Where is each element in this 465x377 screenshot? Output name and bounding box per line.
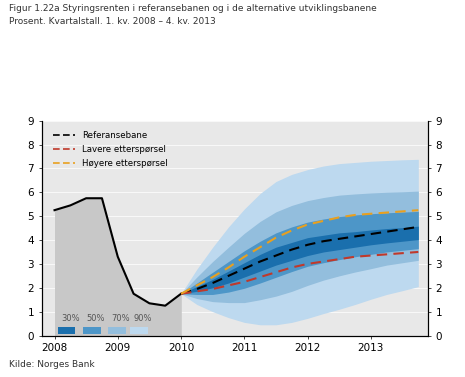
Text: Prosent. Kvartalstall. 1. kv. 2008 – 4. kv. 2013: Prosent. Kvartalstall. 1. kv. 2008 – 4. … [9,17,216,26]
Text: 50%: 50% [86,314,105,323]
FancyBboxPatch shape [108,327,126,334]
Text: 30%: 30% [61,314,80,323]
Legend: Referansebane, Lavere etterspørsel, Høyere etterspørsel: Referansebane, Lavere etterspørsel, Høye… [50,127,171,171]
Text: Figur 1.22a Styringsrenten i referansebanen og i de alternative utviklingsbanene: Figur 1.22a Styringsrenten i referanseba… [9,4,377,13]
Text: 90%: 90% [133,314,152,323]
Text: 70%: 70% [112,314,130,323]
FancyBboxPatch shape [130,327,148,334]
FancyBboxPatch shape [58,327,75,334]
Text: Kilde: Norges Bank: Kilde: Norges Bank [9,360,95,369]
FancyBboxPatch shape [83,327,101,334]
